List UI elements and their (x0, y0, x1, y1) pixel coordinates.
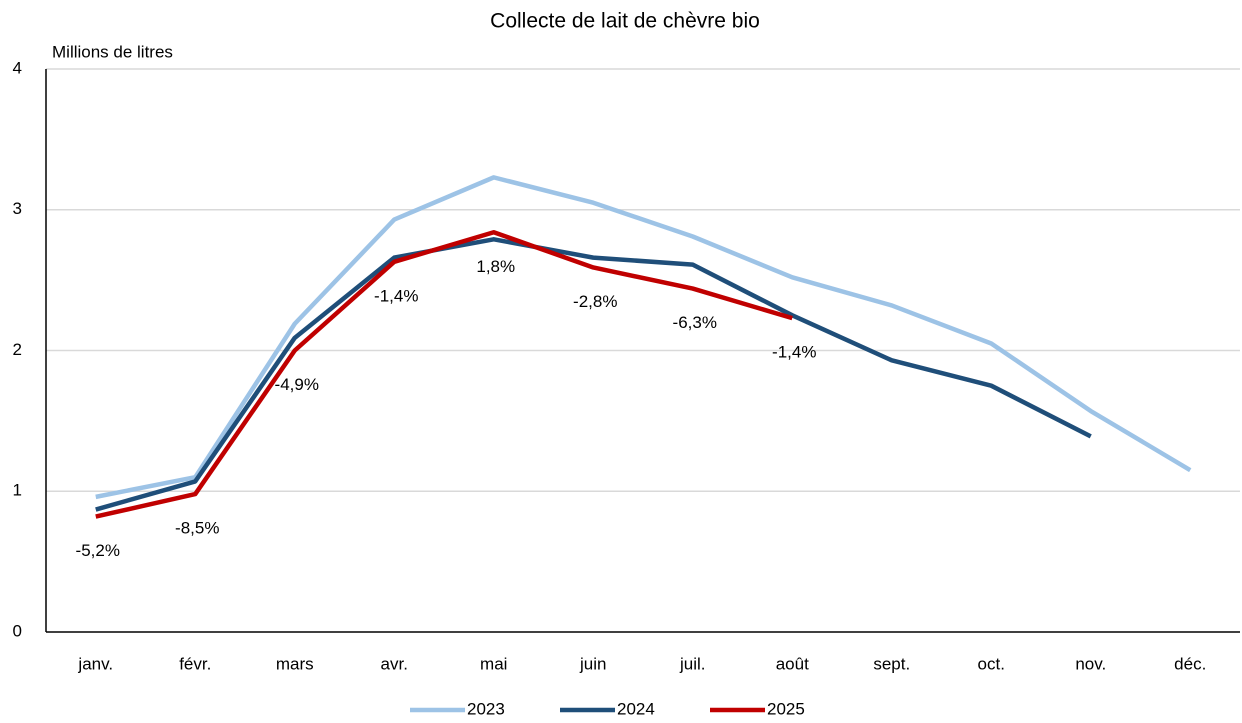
y-tick-label: 2 (13, 340, 22, 359)
x-tick-label: juil. (679, 654, 706, 673)
y-tick-label: 4 (13, 58, 22, 77)
x-tick-label: août (776, 654, 809, 673)
annotation: -1,4% (772, 343, 816, 362)
y-tick-label: 1 (13, 481, 22, 500)
annotation: -2,8% (573, 292, 617, 311)
x-tick-label: mai (480, 654, 507, 673)
legend-label: 2023 (467, 699, 505, 718)
annotation: -4,9% (275, 375, 319, 394)
annotation: -8,5% (175, 519, 219, 538)
x-tick-label: janv. (77, 654, 113, 673)
x-tick-label: févr. (179, 654, 211, 673)
annotation: -1,4% (374, 286, 418, 305)
y-tick-label: 3 (13, 199, 22, 218)
x-tick-label: sept. (873, 654, 910, 673)
x-tick-label: mars (276, 654, 314, 673)
legend-label: 2024 (617, 699, 655, 718)
x-tick-label: déc. (1174, 654, 1206, 673)
x-tick-label: juin (579, 654, 606, 673)
x-tick-label: nov. (1075, 654, 1106, 673)
annotation: 1,8% (476, 257, 515, 276)
line-series (95, 230, 793, 519)
x-tick-label: oct. (978, 654, 1005, 673)
annotation: -6,3% (673, 313, 717, 332)
chart-title: Collecte de lait de chèvre bio (490, 10, 760, 33)
annotation: -5,2% (76, 541, 120, 560)
line-series (95, 175, 1192, 500)
y-axis-label: Millions de litres (52, 42, 173, 61)
x-tick-label: avr. (381, 654, 408, 673)
y-tick-label: 0 (13, 621, 22, 640)
line-series (95, 237, 1092, 512)
legend-label: 2025 (767, 699, 805, 718)
